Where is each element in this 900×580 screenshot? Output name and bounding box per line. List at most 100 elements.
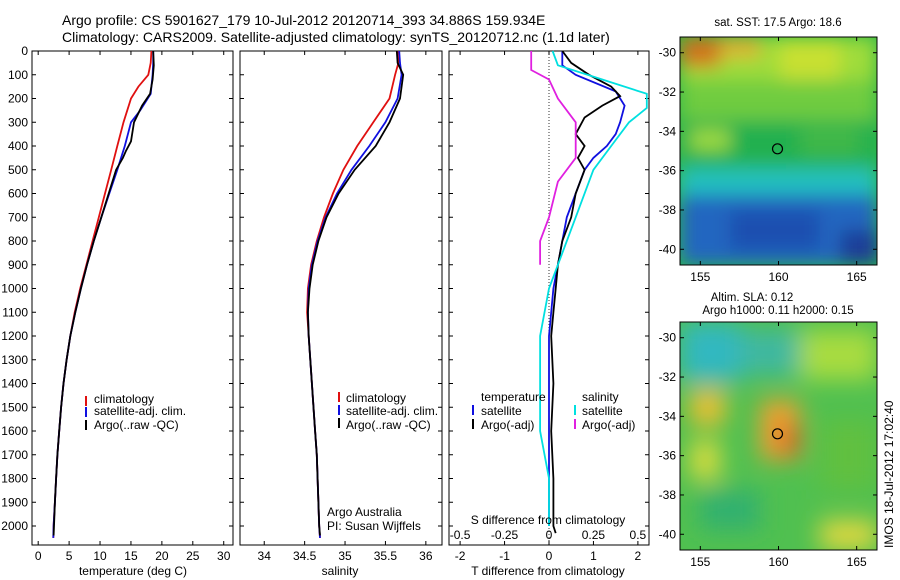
depth-tick-label: 100: [8, 68, 28, 82]
depth-tick-label: 1800: [1, 472, 28, 486]
temperature-legend: climatology satellite-adj. clim. Argo(..…: [85, 392, 186, 432]
sst-lon-axis: 155 160 165: [690, 37, 867, 284]
x-tick-label: -1: [499, 549, 510, 563]
s-tick-label: 0.5: [630, 528, 647, 542]
legend-argo: Argo(..raw -QC): [94, 418, 179, 432]
lon-tick-label: 165: [847, 270, 867, 284]
salinity-lines: [306, 50, 405, 538]
title-line-2: Climatology: CARS2009. Satellite-adjuste…: [62, 29, 610, 45]
lon-tick-label: 155: [690, 555, 710, 569]
legend-s-argo: Argo(-adj): [582, 418, 635, 432]
depth-tick-label: 1500: [1, 400, 28, 414]
sst-field: [680, 37, 877, 265]
sla-lon-axis: 155 160 165: [690, 322, 867, 569]
salinity-panel: 34 34.5 35 35.5 36 climatology satellite-adj…: [239, 50, 443, 578]
salinity-depth-ticks: [240, 50, 442, 527]
salinity-axes-box: [239, 50, 443, 546]
s-tick-label: 0: [546, 528, 553, 542]
series-line-argo-raw-qc-: [306, 50, 405, 536]
series-line-satellite: [539, 50, 648, 526]
legend-t-satellite: satellite: [481, 404, 522, 418]
title-line-1: Argo profile: CS 5901627_179 10-Jul-2012…: [62, 12, 545, 28]
x-tick-label: 20: [155, 549, 169, 563]
x-tick-label: 35: [338, 549, 352, 563]
x-tick-label: 30: [217, 549, 231, 563]
s-tick-label: -0.25: [491, 528, 519, 542]
lat-tick-label: -40: [659, 242, 677, 256]
s-tick-label: -0.5: [450, 528, 471, 542]
sla-map-title-1: Altim. SLA: 0.12: [711, 292, 793, 304]
legend-t-argo: Argo(-adj): [481, 418, 534, 432]
lon-tick-label: 160: [768, 270, 788, 284]
lat-tick-label: -40: [659, 527, 677, 541]
lat-tick-label: -38: [659, 488, 677, 502]
x-tick-label: 25: [186, 549, 200, 563]
lat-tick-label: -32: [659, 370, 677, 384]
depth-tick-label: 1300: [1, 353, 28, 367]
x-tick-label: 34: [258, 549, 272, 563]
sst-lat-axis: -30 -32 -34 -36 -38 -40: [659, 46, 877, 256]
temperature-xlabel: temperature (deg C): [79, 564, 187, 578]
x-tick-label: 15: [124, 549, 138, 563]
sst-map-title: sat. SST: 17.5 Argo: 18.6: [714, 17, 841, 29]
depth-tick-label: 1100: [2, 305, 28, 319]
depth-tick-label: 1600: [1, 424, 28, 438]
sla-lat-axis: -30 -32 -34 -36 -38 -40: [659, 331, 877, 541]
lat-tick-label: -30: [659, 46, 677, 60]
legend-argo: Argo(..raw -QC): [346, 418, 431, 432]
depth-tick-label: 700: [8, 210, 28, 224]
lat-tick-label: -30: [659, 331, 677, 345]
depth-tick-label: 1900: [1, 495, 28, 509]
depth-tick-label: 300: [8, 115, 28, 129]
x-tick-label: 2: [635, 549, 642, 563]
difference-lines: [530, 50, 648, 534]
x-tick-label: 34.5: [293, 549, 317, 563]
series-line-argo-raw-qc-: [52, 50, 155, 536]
depth-tick-label: 400: [8, 139, 28, 153]
x-tick-label: 35.5: [374, 549, 398, 563]
s-difference-axis: -0.5 -0.25 0 0.25 0.5: [450, 528, 647, 542]
x-tick-label: 1: [590, 549, 597, 563]
series-line-argo-adj-: [530, 51, 577, 265]
legend-s-satellite: satellite: [582, 404, 623, 418]
temperature-axis: 0 5 10 15 20 25 30: [35, 51, 231, 563]
depth-tick-label: 0: [21, 44, 28, 58]
x-tick-label: 0: [546, 549, 553, 563]
depth-tick-label: 200: [8, 92, 28, 106]
temperature-axes-box: [31, 50, 234, 546]
t-difference-xlabel: T difference from climatology: [471, 564, 625, 578]
lat-tick-label: -38: [659, 203, 677, 217]
lat-tick-label: -34: [659, 124, 677, 138]
lat-tick-label: -32: [659, 85, 677, 99]
depth-axis: 0 100 200 300 400 500 600 700 800 900 1000 1100 1200…: [1, 44, 233, 533]
legend-climatology: climatology: [346, 391, 406, 405]
legend-title-temperature: temperature: [481, 390, 546, 404]
s-tick-label: 0.25: [582, 528, 606, 542]
depth-tick-label: 600: [8, 187, 28, 201]
difference-legend: temperature salinity satellite Argo(-adj…: [472, 390, 635, 432]
depth-tick-label: 900: [8, 258, 28, 272]
lon-tick-label: 155: [690, 270, 710, 284]
annotation-pi: PI: Susan Wijffels: [327, 519, 421, 533]
float-marker-sst: [771, 143, 784, 155]
sst-map: sat. SST: 17.5 Argo: 18.6 -30-32-34-36-3…: [659, 17, 878, 284]
salinity-axis: 34 34.5 35 35.5 36: [258, 51, 433, 563]
legend-title-salinity: salinity: [582, 390, 619, 404]
sla-map: Altim. SLA: 0.12 Argo h1000: 0.11 h2000:…: [659, 292, 878, 569]
legend-satellite: satellite-adj. clim.: [94, 404, 186, 418]
depth-tick-label: 1400: [1, 377, 28, 391]
x-tick-label: 0: [35, 549, 42, 563]
imos-stamp: IMOS 18-Jul-2012 17:02:40: [882, 400, 896, 548]
depth-tick-label: 1200: [1, 329, 28, 343]
float-marker-sla: [771, 428, 784, 440]
lat-tick-label: -34: [659, 409, 677, 423]
t-difference-axis: -2 -1 0 1 2: [455, 51, 642, 563]
lon-tick-label: 160: [768, 555, 788, 569]
depth-tick-label: 2000: [1, 519, 28, 533]
salinity-xlabel: salinity: [322, 564, 359, 578]
s-difference-label: S difference from climatology: [471, 513, 626, 527]
legend-climatology: climatology: [94, 392, 154, 406]
annotation-argo-australia: Argo Australia: [327, 505, 402, 519]
x-tick-label: 5: [66, 549, 73, 563]
